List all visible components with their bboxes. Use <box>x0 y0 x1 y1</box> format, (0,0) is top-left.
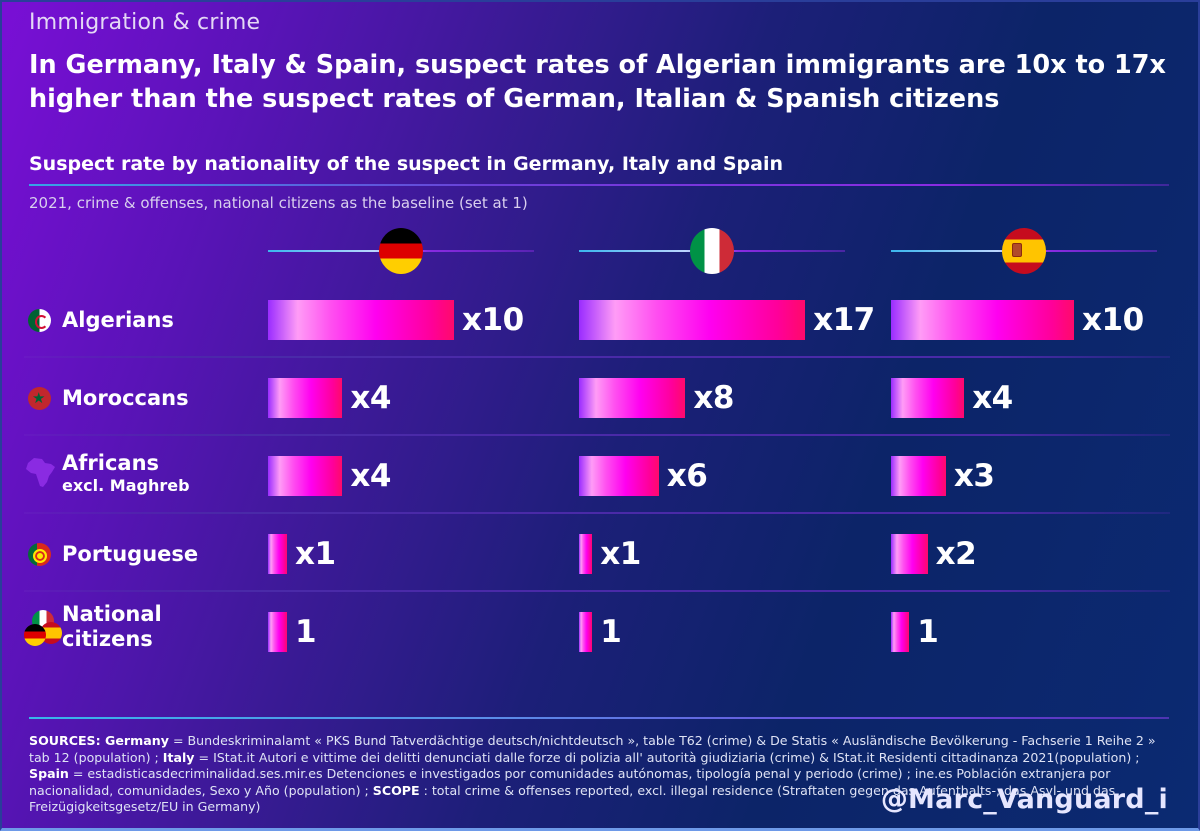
bar-value-label: x4 <box>972 380 1013 416</box>
title-divider <box>29 184 1169 186</box>
row-divider <box>24 512 1170 514</box>
spain-flag-icon <box>1002 228 1046 274</box>
category-label-main: Portuguese <box>62 542 199 566</box>
bar-spain <box>891 300 1074 340</box>
bar-value-label: x6 <box>666 458 708 494</box>
bar-value-label: 1 <box>295 614 317 650</box>
sources-bold-term: SCOPE <box>372 782 420 798</box>
category-label-main: Africans <box>62 451 160 475</box>
bar-value-label: x1 <box>600 536 641 572</box>
national-flags-icon <box>24 610 62 652</box>
category-label-second-line: citizens <box>62 627 153 651</box>
morocco-flag-icon <box>28 387 51 410</box>
bar-value-label: x3 <box>953 458 995 494</box>
category-label: National citizens <box>62 602 162 652</box>
bar-value-label: x10 <box>1082 302 1144 338</box>
column-header-germany <box>268 228 534 274</box>
bar-italy <box>579 456 659 496</box>
bar-italy <box>579 612 593 652</box>
row-divider <box>24 356 1170 358</box>
column-header-spain <box>891 228 1157 274</box>
bar-value-label: x17 <box>813 302 875 338</box>
category-label: Moroccans <box>62 386 189 411</box>
bar-value-label: x4 <box>350 458 391 494</box>
row-divider <box>24 434 1170 436</box>
spain-mini-flag-icon <box>40 622 62 644</box>
bar-italy <box>579 534 593 574</box>
bar-germany <box>268 378 343 418</box>
column-header-italy <box>579 228 845 274</box>
chart-subtitle: 2021, crime & offenses, national citizen… <box>29 194 528 212</box>
sources-text-run: = Bundeskriminalamt « PKS Bund Tatverdäc… <box>29 733 1156 765</box>
bar-spain <box>891 378 965 418</box>
category-label: Portuguese <box>62 542 198 567</box>
sources-bold-term: Italy <box>162 749 195 765</box>
africa-map-icon <box>22 454 58 490</box>
bar-germany <box>268 456 343 496</box>
bar-italy <box>579 300 806 340</box>
category-label: Algerians <box>62 308 174 333</box>
footer-divider <box>29 717 1169 719</box>
bar-germany <box>268 612 287 652</box>
bar-germany <box>268 534 287 574</box>
spain-crest-icon <box>1012 243 1022 257</box>
bar-spain <box>891 456 946 496</box>
bar-value-label: x10 <box>462 302 524 338</box>
algeria-flag-icon <box>28 309 51 332</box>
sources-text-run: : total crime & offenses reported, excl.… <box>29 782 1116 815</box>
bar-italy <box>579 378 686 418</box>
sources-text-run: = estadisticasdecriminalidad.ses.mir.es … <box>29 766 1111 798</box>
chart-title: Suspect rate by nationality of the suspe… <box>29 153 784 175</box>
bar-value-label: x1 <box>295 536 336 572</box>
category-label-main: National <box>62 602 162 626</box>
sources-bold-term: Germany <box>105 733 169 748</box>
headline: In Germany, Italy & Spain, suspect rates… <box>29 50 1166 114</box>
bar-spain <box>891 612 910 652</box>
bar-value-label: x4 <box>350 380 391 416</box>
bar-spain <box>891 534 928 574</box>
sources-bold-term: SOURCES: <box>29 733 106 748</box>
italy-flag-icon <box>690 228 734 274</box>
sources-text: SOURCES: Germany = Bundeskriminalamt « P… <box>29 733 1174 816</box>
category-label-main: Moroccans <box>62 386 189 410</box>
bar-value-label: x8 <box>693 380 734 416</box>
sources-bold-term: Spain <box>29 766 69 781</box>
bar-value-label: 1 <box>600 614 622 650</box>
author-handle: @Marc_Vanguard_i <box>880 784 1168 815</box>
category-label-main: Algerians <box>62 308 174 332</box>
bar-value-label: x2 <box>935 536 977 572</box>
bar-germany <box>268 300 454 340</box>
row-divider <box>24 590 1170 592</box>
bar-value-label: 1 <box>917 614 939 650</box>
portugal-flag-icon <box>28 543 51 566</box>
germany-mini-flag-icon <box>24 624 46 646</box>
kicker: Immigration & crime <box>29 10 261 35</box>
sources-text-run: = IStat.it Autori e vittime dei delitti … <box>194 749 1140 765</box>
germany-flag-icon <box>379 228 423 274</box>
category-label: Africans excl. Maghreb <box>62 451 190 496</box>
category-label-sub: excl. Maghreb <box>62 476 190 495</box>
